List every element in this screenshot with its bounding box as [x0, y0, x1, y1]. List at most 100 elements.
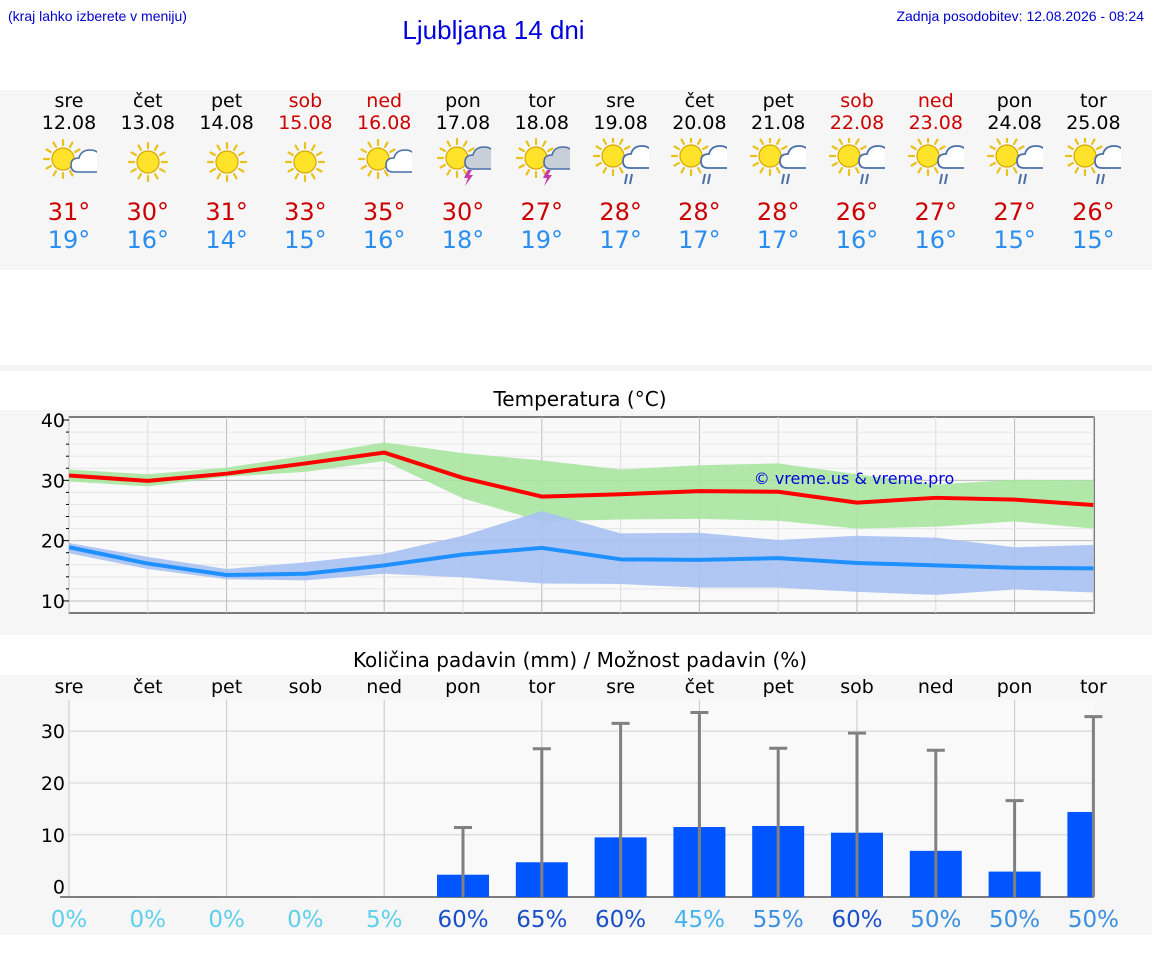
- x-tick-label: pon: [445, 676, 481, 698]
- day-name: ned: [917, 90, 954, 112]
- day-name: sob: [288, 90, 323, 112]
- x-tick-label: tor: [1080, 676, 1107, 698]
- day-date: 12.08: [41, 112, 97, 134]
- sun-thunder-icon: [515, 138, 570, 186]
- forecast-day: pet 14.08 31° 14°: [187, 90, 267, 254]
- precipitation-probability-label: 60%: [831, 907, 882, 933]
- max-temperature: 30°: [441, 198, 485, 226]
- forecast-day: sob 15.08 33° 15°: [265, 90, 345, 254]
- forecast-day: tor 18.08 27° 19°: [502, 90, 582, 254]
- max-temperature: 27°: [993, 198, 1036, 226]
- min-temperature: 17°: [678, 226, 721, 254]
- sun-cloud-icon: [42, 138, 97, 180]
- min-temperature-line: [68, 545, 1094, 578]
- min-temperature: 17°: [756, 226, 800, 254]
- forecast-day: čet 20.08 28° 17°: [659, 90, 739, 254]
- precipitation-probability-label: 50%: [910, 907, 961, 933]
- sun-rain-icon: [671, 138, 728, 185]
- y-tick-label: 20: [41, 773, 65, 795]
- precipitation-probability-label: 60%: [595, 907, 646, 933]
- day-date: 14.08: [199, 112, 254, 134]
- temperature-plot: 10 20 30 40 © vreme.us & vreme.pro: [41, 410, 1095, 614]
- max-temperature: 28°: [756, 198, 800, 226]
- day-name: sre: [606, 90, 636, 112]
- day-name: čet: [133, 90, 163, 112]
- min-temperature: 16°: [126, 226, 170, 254]
- sun-rain-icon: [1065, 138, 1122, 185]
- sun-rain-icon: [907, 138, 964, 185]
- day-name: pet: [762, 90, 794, 112]
- precipitation-probability-label: 0%: [130, 907, 167, 933]
- forecast-day: ned 23.08 27° 16°: [896, 90, 976, 254]
- forecast-day: pon 17.08 30° 18°: [423, 90, 503, 254]
- max-temperature: 30°: [126, 198, 170, 226]
- y-tick-label: 30: [41, 470, 65, 492]
- day-date: 20.08: [672, 112, 727, 134]
- day-date: 23.08: [908, 112, 963, 134]
- day-name: sob: [840, 90, 874, 112]
- forecast-band: [0, 90, 1152, 270]
- max-temperature-range-band: [69, 442, 1094, 529]
- forecast-day: sre 12.08 31° 19°: [29, 90, 109, 254]
- precipitation-probability-label: 55%: [753, 907, 804, 933]
- sun-icon: [206, 141, 247, 183]
- day-date: 19.08: [593, 112, 648, 134]
- min-temperature: 15°: [993, 226, 1036, 254]
- precipitation-chart-title: Količina padavin (mm) / Možnost padavin …: [352, 648, 808, 672]
- max-temperature: 33°: [284, 198, 327, 226]
- y-tick-label: 10: [41, 825, 65, 847]
- min-temperature: 15°: [284, 226, 327, 254]
- forecast-day: ned 16.08 35° 16°: [344, 90, 424, 254]
- precipitation-probability-label: 45%: [674, 907, 725, 933]
- y-tick-label: 40: [41, 410, 65, 432]
- precipitation-probability-label: 65%: [516, 907, 567, 933]
- sun-icon: [285, 141, 326, 183]
- sun-cloud-icon: [358, 138, 413, 180]
- day-date: 17.08: [435, 112, 491, 134]
- x-tick-label: sre: [606, 676, 635, 698]
- day-name: tor: [528, 90, 556, 112]
- last-updated: Zadnja posodobitev: 12.08.2026 - 08:24: [896, 8, 1144, 24]
- day-name: tor: [1079, 90, 1107, 112]
- sun-rain-icon: [829, 138, 885, 185]
- sun-icon: [127, 141, 168, 183]
- min-temperature: 18°: [441, 226, 485, 254]
- day-date: 18.08: [514, 112, 569, 134]
- max-temperature: 28°: [599, 198, 642, 226]
- precipitation-probability-label: 60%: [437, 907, 488, 933]
- x-tick-label: pon: [997, 676, 1033, 698]
- location-hint: (kraj lahko izberete v meniju): [8, 8, 187, 24]
- max-temperature: 26°: [1072, 198, 1115, 226]
- max-temperature-line: [68, 450, 1094, 508]
- min-temperature: 16°: [914, 226, 958, 254]
- day-name: čet: [684, 90, 715, 112]
- day-date: 24.08: [987, 112, 1042, 134]
- y-tick-label: 20: [41, 531, 65, 553]
- precipitation-probability-label: 50%: [1068, 907, 1119, 933]
- sun-rain-icon: [750, 138, 807, 185]
- precipitation-bar: [1067, 811, 1094, 897]
- min-temperature: 16°: [362, 226, 406, 254]
- precipitation-probability-label: 5%: [366, 907, 403, 933]
- forecast-day: pet 21.08 28° 17°: [738, 90, 818, 254]
- day-name: pet: [210, 90, 243, 112]
- max-temperature: 35°: [362, 198, 406, 226]
- precipitation-plot: 0 10 20 30 sre čet pet sob ned pon tor sre čet pet sob…: [41, 676, 1119, 933]
- max-temperature: 28°: [678, 198, 721, 226]
- page-title: Ljubljana 14 dni: [402, 15, 585, 45]
- x-tick-label: čet: [133, 676, 163, 698]
- max-temperature: 27°: [914, 198, 958, 226]
- min-temperature: 19°: [520, 226, 564, 254]
- temperature-chart-title: Temperatura (°C): [493, 387, 667, 411]
- day-date: 25.08: [1066, 112, 1121, 134]
- x-tick-label: pet: [211, 676, 242, 698]
- y-tick-label: 30: [41, 721, 65, 743]
- max-temperature: 31°: [205, 198, 248, 226]
- x-tick-label: ned: [918, 676, 954, 698]
- min-temperature: 14°: [205, 226, 248, 254]
- watermark: © vreme.us & vreme.pro: [754, 469, 955, 488]
- forecast-day: sob 22.08 26° 16°: [817, 90, 897, 254]
- x-tick-label: pet: [763, 676, 794, 698]
- sun-thunder-icon: [436, 138, 491, 186]
